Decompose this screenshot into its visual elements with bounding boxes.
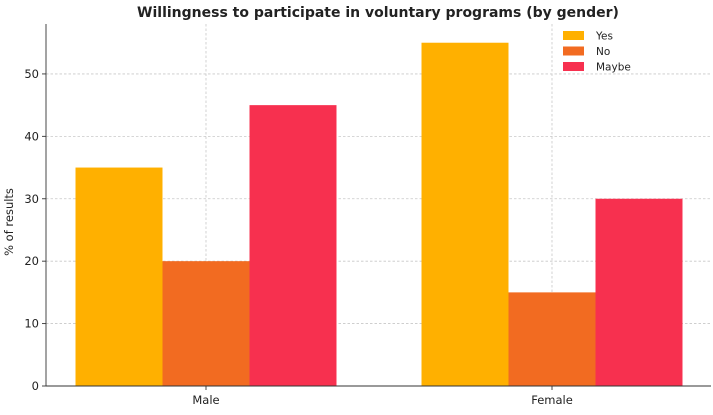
legend-label: No	[596, 46, 610, 58]
bar-maybe-female	[595, 198, 683, 386]
y-axis-label: % of results	[2, 188, 16, 256]
y-tick-label: 30	[24, 192, 39, 206]
bar-no-male	[162, 261, 250, 386]
bars	[75, 42, 683, 387]
legend-label: Yes	[595, 31, 613, 43]
legend-swatch	[563, 46, 584, 56]
x-tick-label: Female	[531, 393, 573, 407]
legend-label: Maybe	[596, 62, 631, 74]
chart-title: Willingness to participate in voluntary …	[137, 5, 619, 21]
bar-yes-male	[75, 167, 163, 386]
y-tick-label: 20	[24, 254, 39, 268]
bar-no-female	[508, 292, 596, 386]
bar-maybe-male	[249, 105, 337, 386]
y-tick-label: 50	[24, 67, 39, 81]
legend: Yes No Maybe	[563, 31, 631, 74]
bar-yes-female	[421, 42, 509, 387]
legend-swatch	[563, 31, 584, 40]
y-tick-label: 0	[32, 379, 39, 393]
legend-swatch	[563, 62, 584, 71]
x-tick-label: Male	[192, 393, 219, 407]
axes	[42, 24, 711, 390]
y-tick-label: 10	[24, 317, 39, 331]
tick-labels: 0 10 20 30 40 50 Male Female	[24, 67, 572, 407]
y-tick-label: 40	[24, 129, 39, 143]
